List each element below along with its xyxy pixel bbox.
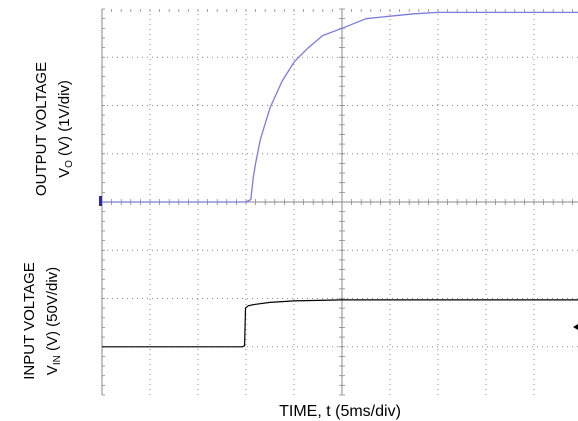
ch2-level-marker — [573, 324, 578, 330]
output-ylabel-line1: OUTPUT VOLTAGE — [33, 62, 50, 196]
output-voltage-trace — [102, 11, 578, 203]
x-axis-label: TIME, t (5ms/div) — [279, 403, 401, 420]
input-voltage-trace — [102, 299, 578, 348]
input-ylabel-line2: VIN (V) (50V/div) — [44, 267, 63, 375]
output-ylabel-line2: VO (V) (1V/div) — [56, 80, 75, 178]
input-ylabel-line1: INPUT VOLTAGE — [21, 262, 38, 380]
ch1-ground-marker — [99, 196, 102, 206]
